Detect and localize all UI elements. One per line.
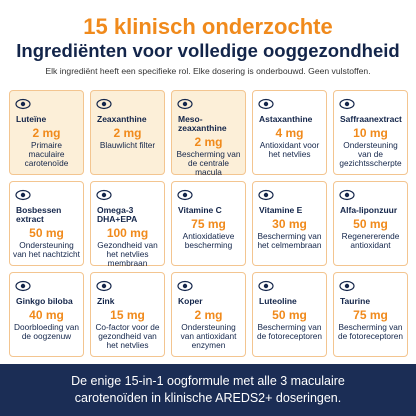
icon (339, 98, 355, 110)
ingredient-description: Ondersteuning van het nachtzicht (13, 240, 80, 259)
ingredient-card: Zink 15 mg Co-factor voor de gezondheid va… (90, 272, 165, 357)
ingredient-description: Bescherming van het celmembraan (257, 231, 322, 250)
ingredient-name: Saffraanextract (340, 114, 402, 124)
ingredient-name: Alfa-liponzuur (340, 205, 398, 215)
ingredient-dose: 50 mg (272, 308, 307, 322)
icon (15, 189, 31, 201)
ingredient-card: Zeaxanthine 2 mg Blauwlicht filter (90, 90, 165, 175)
ingredient-card: Saffraanextract 10 mg Ondersteuning van de… (333, 90, 408, 175)
footer-text: De enige 15-in-1 oogformule met alle 3 m… (71, 374, 345, 405)
ingredient-name: Zink (97, 296, 115, 306)
ingredient-dose: 100 mg (106, 226, 149, 240)
icon (258, 98, 274, 110)
icon (177, 280, 193, 292)
ingredient-card: Astaxanthine 4 mg Antioxidant voor het net… (252, 90, 327, 175)
icon (177, 189, 193, 201)
ingredient-dose: 10 mg (353, 126, 388, 140)
ingredient-description: Bescherming van de fotoreceptoren (337, 322, 404, 341)
icon (177, 98, 193, 110)
ingredient-name: Luteoline (259, 296, 297, 306)
ingredient-description: Primaire maculaire carotenoïde (24, 140, 69, 168)
ingredient-card: Koper 2 mg Ondersteuning van antioxidant e… (171, 272, 246, 357)
icon (96, 98, 112, 110)
ingredient-name: Zeaxanthine (97, 114, 147, 124)
ingredient-name: Omega-3 DHA+EPA (97, 205, 138, 224)
ingredient-name: Vitamine C (178, 205, 222, 215)
icon (96, 189, 112, 201)
ingredient-name: Koper (178, 296, 203, 306)
ingredient-description: Bescherming van de centrale macula (176, 149, 241, 177)
subtitle: Ingrediënten voor volledige ooggezondhei… (16, 40, 400, 61)
ingredient-card: Meso-zeaxanthine 2 mg Bescherming van de c… (171, 90, 246, 177)
footer-banner: De enige 15-in-1 oogformule met alle 3 m… (0, 364, 416, 416)
ingredient-card: Bosbessen extract 50 mg Ondersteuning van … (9, 181, 84, 266)
card-grid: Luteïne 2 mg Primaire maculaire carotenoïd… (9, 90, 408, 357)
ingredient-dose: 2 mg (194, 308, 223, 322)
ingredient-description: Ondersteuning van de gezichtsscherpte (339, 140, 402, 168)
ingredient-card: Taurine 75 mg Bescherming van de fotorecep… (333, 272, 408, 357)
ingredient-card: Omega-3 DHA+EPA 100 mg Gezondheid van het … (90, 181, 165, 268)
ingredient-dose: 30 mg (272, 217, 307, 231)
ingredient-name: Vitamine E (259, 205, 303, 215)
icon (15, 280, 31, 292)
ingredient-description: Antioxidant voor het netvlies (259, 140, 320, 159)
ingredient-dose: 4 mg (275, 126, 304, 140)
icon (339, 280, 355, 292)
icon (15, 98, 31, 110)
title: 15 klinisch onderzochte (83, 14, 333, 39)
icon (339, 189, 355, 201)
ingredient-dose: 2 mg (113, 126, 142, 140)
ingredient-name: Bosbessen extract (16, 205, 62, 224)
ingredient-dose: 50 mg (353, 217, 388, 231)
ingredient-dose: 40 mg (29, 308, 64, 322)
ingredient-description: Regenererende antioxidant (341, 231, 400, 250)
icon (96, 280, 112, 292)
ingredient-dose: 75 mg (353, 308, 388, 322)
ingredient-card: Ginkgo biloba 40 mg Doorbloeding van de oo… (9, 272, 84, 357)
ingredient-name: Meso-zeaxanthine (178, 114, 227, 133)
ingredient-description: Ondersteuning van antioxidant enzymen (180, 322, 237, 350)
ingredient-card: Alfa-liponzuur 50 mg Regenererende antioxi… (333, 181, 408, 266)
intro: Elk ingrediënt heeft een specifieke rol.… (45, 66, 371, 76)
ingredient-dose: 75 mg (191, 217, 226, 231)
ingredient-dose: 2 mg (194, 135, 223, 149)
ingredient-dose: 15 mg (110, 308, 145, 322)
ingredient-card: Luteïne 2 mg Primaire maculaire carotenoïd… (9, 90, 84, 175)
ingredient-name: Luteïne (16, 114, 47, 124)
ingredient-description: Antioxidatieve bescherming (182, 231, 235, 250)
ingredient-description: Bescherming van de fotoreceptoren (256, 322, 323, 341)
ingredient-card: Vitamine E 30 mg Bescherming van het celme… (252, 181, 327, 266)
icon (258, 280, 274, 292)
ingredient-name: Taurine (340, 296, 371, 306)
ingredient-card: Vitamine C 75 mg Antioxidatieve beschermin… (171, 181, 246, 266)
ingredient-dose: 50 mg (29, 226, 64, 240)
icon (258, 189, 274, 201)
ingredient-card: Luteoline 50 mg Bescherming van de fotorec… (252, 272, 327, 357)
ingredient-name: Ginkgo biloba (16, 296, 73, 306)
ingredient-description: Doorbloeding van de oogzenuw (13, 322, 80, 341)
ingredient-dose: 2 mg (32, 126, 61, 140)
ingredient-name: Astaxanthine (259, 114, 313, 124)
ingredient-description: Blauwlicht filter (99, 140, 156, 150)
ingredient-description: Gezondheid van het netvlies membraan (97, 240, 158, 268)
ingredient-description: Co-factor voor de gezondheid van het net… (95, 322, 160, 350)
